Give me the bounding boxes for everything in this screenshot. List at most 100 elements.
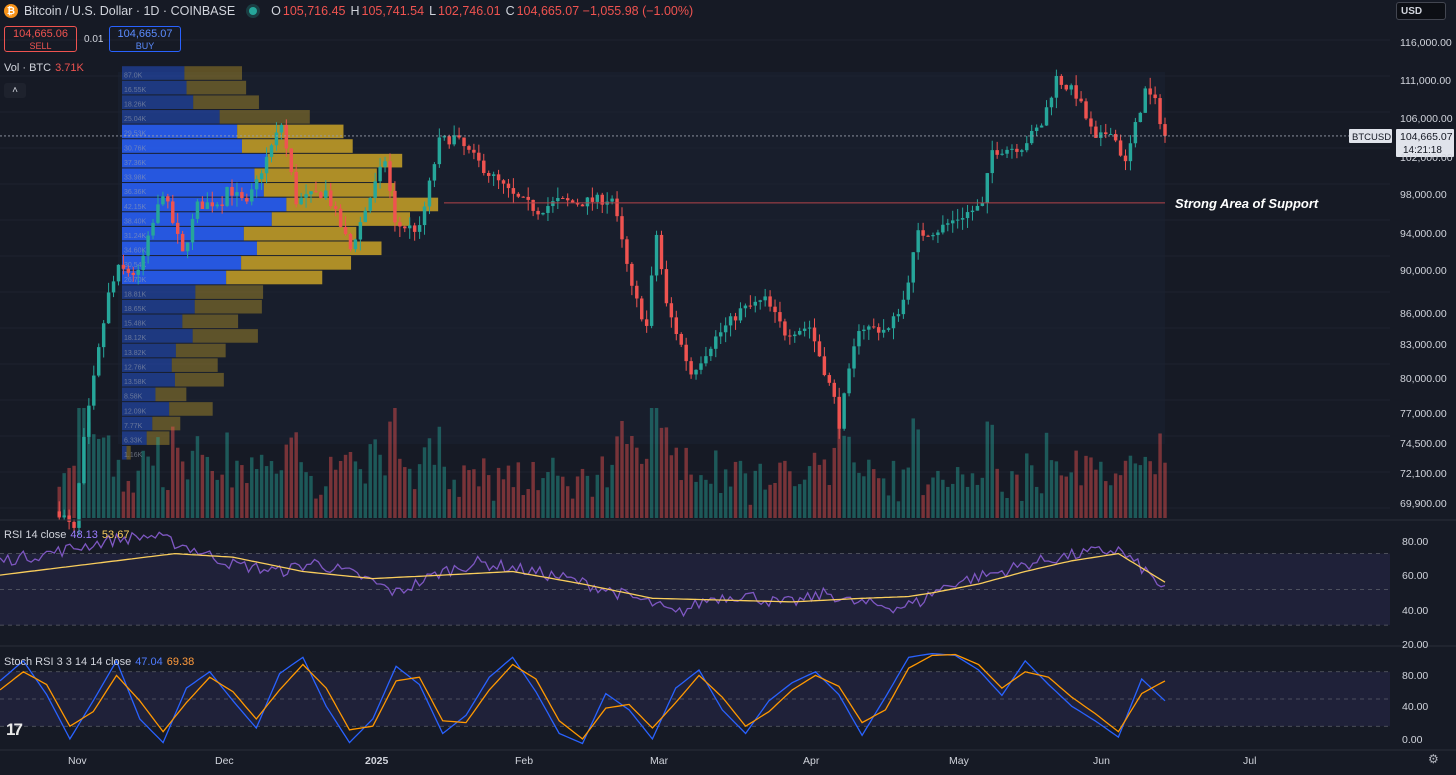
candle-body bbox=[723, 325, 728, 333]
volume-profile-down-bar bbox=[219, 110, 310, 124]
volume-bar bbox=[615, 436, 619, 518]
candle-body bbox=[511, 188, 516, 194]
volume-bar bbox=[516, 462, 521, 518]
close-value: 104,665.07 −1,055.98 (−1.00%) bbox=[516, 4, 694, 18]
volume-profile-label: 25.04K bbox=[124, 116, 147, 123]
candle-body bbox=[758, 300, 762, 302]
candle-body bbox=[556, 198, 560, 202]
stoch-series-0 bbox=[0, 652, 1166, 745]
price-axis-label: 69,900.00 bbox=[1400, 498, 1447, 510]
candle-body bbox=[373, 181, 377, 198]
candle-body bbox=[852, 346, 856, 369]
volume-bar bbox=[72, 465, 76, 518]
candle-body bbox=[620, 216, 624, 240]
stoch-legend[interactable]: Stoch RSI 3 3 14 14 close 47.04 69.38 bbox=[4, 656, 194, 668]
volume-bar bbox=[862, 476, 866, 518]
candle-body bbox=[901, 299, 906, 315]
volume-bar bbox=[758, 463, 762, 518]
candle-body bbox=[570, 200, 575, 203]
candle-body bbox=[842, 393, 846, 429]
volume-bar bbox=[121, 491, 126, 518]
candle-body bbox=[432, 164, 437, 181]
volume-profile-label: 16.55K bbox=[124, 87, 147, 94]
volume-profile-up-bar bbox=[122, 387, 156, 402]
volume-profile-down-bar bbox=[146, 431, 170, 445]
volume-legend[interactable]: Vol · BTC 3.71K bbox=[4, 62, 84, 74]
currency-button[interactable]: USD bbox=[1396, 2, 1446, 20]
volume-bar bbox=[812, 452, 817, 518]
volume-bar bbox=[403, 467, 407, 518]
candle-body bbox=[398, 222, 402, 227]
candle-body bbox=[659, 234, 664, 270]
volume-bar bbox=[921, 495, 925, 518]
volume-bar bbox=[447, 489, 451, 518]
volume-bar bbox=[215, 479, 219, 518]
volume-bar bbox=[368, 444, 372, 518]
candle-body bbox=[738, 308, 743, 321]
candle-body bbox=[1005, 149, 1009, 154]
candle-body bbox=[314, 191, 318, 193]
volume-bar bbox=[324, 486, 328, 518]
volume-bar bbox=[768, 484, 772, 518]
volume-profile-up-bar bbox=[122, 241, 257, 256]
candle-body bbox=[407, 225, 412, 229]
candle-body bbox=[447, 136, 451, 145]
buy-button[interactable]: 104,665.07 BUY bbox=[109, 26, 181, 52]
volume-bar bbox=[590, 496, 595, 518]
volume-profile-label: 7.77K bbox=[124, 423, 143, 430]
volume-profile-label: 13.58K bbox=[124, 379, 147, 386]
volume-profile-up-bar bbox=[122, 445, 127, 460]
price-tag-text: 104,665.07 bbox=[1400, 131, 1453, 143]
volume-bar bbox=[1143, 456, 1147, 518]
collapse-legend-button[interactable]: ˄ bbox=[4, 83, 26, 98]
volume-profile-label: 13.82K bbox=[124, 350, 147, 357]
volume-profile-label: 38.40K bbox=[124, 218, 147, 225]
volume-bar bbox=[1049, 460, 1054, 518]
volume-bar bbox=[872, 469, 876, 518]
candle-body bbox=[348, 234, 353, 250]
candle-body bbox=[664, 269, 669, 304]
tradingview-logo-icon[interactable]: 17 bbox=[6, 720, 23, 739]
volume-bar bbox=[1020, 500, 1024, 518]
candle-body bbox=[709, 348, 713, 357]
candle-body bbox=[936, 232, 940, 236]
volume-bar bbox=[146, 456, 150, 518]
candle-body bbox=[151, 222, 155, 236]
candle-body bbox=[205, 202, 210, 209]
candle-body bbox=[590, 197, 595, 202]
volume-bar bbox=[111, 476, 116, 518]
candle-body bbox=[496, 174, 501, 181]
volume-bar bbox=[1138, 465, 1143, 518]
candle-body bbox=[482, 160, 486, 174]
symbol-title[interactable]: Bitcoin / U.S. Dollar · 1D · COINBASE bbox=[24, 4, 236, 18]
candle-body bbox=[353, 239, 358, 250]
candle-body bbox=[116, 264, 121, 282]
candle-body bbox=[1138, 112, 1143, 123]
price-axis-label: 77,000.00 bbox=[1400, 408, 1447, 420]
volume-bar bbox=[738, 460, 743, 518]
volume-profile-up-bar bbox=[122, 358, 172, 372]
stoch-axis-label: 40.00 bbox=[1402, 701, 1428, 713]
candle-body bbox=[269, 145, 274, 157]
volume-profile-label: 8.58K bbox=[124, 394, 143, 401]
rsi-legend-name: RSI 14 close bbox=[4, 529, 67, 541]
candle-body bbox=[220, 204, 224, 206]
volume-bar bbox=[570, 498, 575, 518]
volume-bar bbox=[299, 462, 303, 518]
volume-profile-label: 37.36K bbox=[124, 160, 147, 167]
candle-body bbox=[1143, 88, 1147, 113]
low-key: L bbox=[429, 4, 437, 18]
rsi-legend[interactable]: RSI 14 close 48.13 53.67 bbox=[4, 529, 129, 541]
candle-body bbox=[67, 515, 71, 522]
volume-bar bbox=[230, 487, 234, 518]
volume-bar bbox=[886, 495, 891, 518]
sell-button[interactable]: 104,665.06 SELL bbox=[4, 26, 77, 52]
candle-body bbox=[714, 336, 718, 349]
market-open-icon bbox=[249, 7, 258, 15]
candle-body bbox=[486, 173, 491, 176]
settings-icon[interactable]: ⚙ bbox=[1428, 752, 1439, 766]
candle-body bbox=[329, 190, 333, 207]
candle-body bbox=[832, 382, 836, 397]
volume-bar bbox=[175, 447, 180, 518]
